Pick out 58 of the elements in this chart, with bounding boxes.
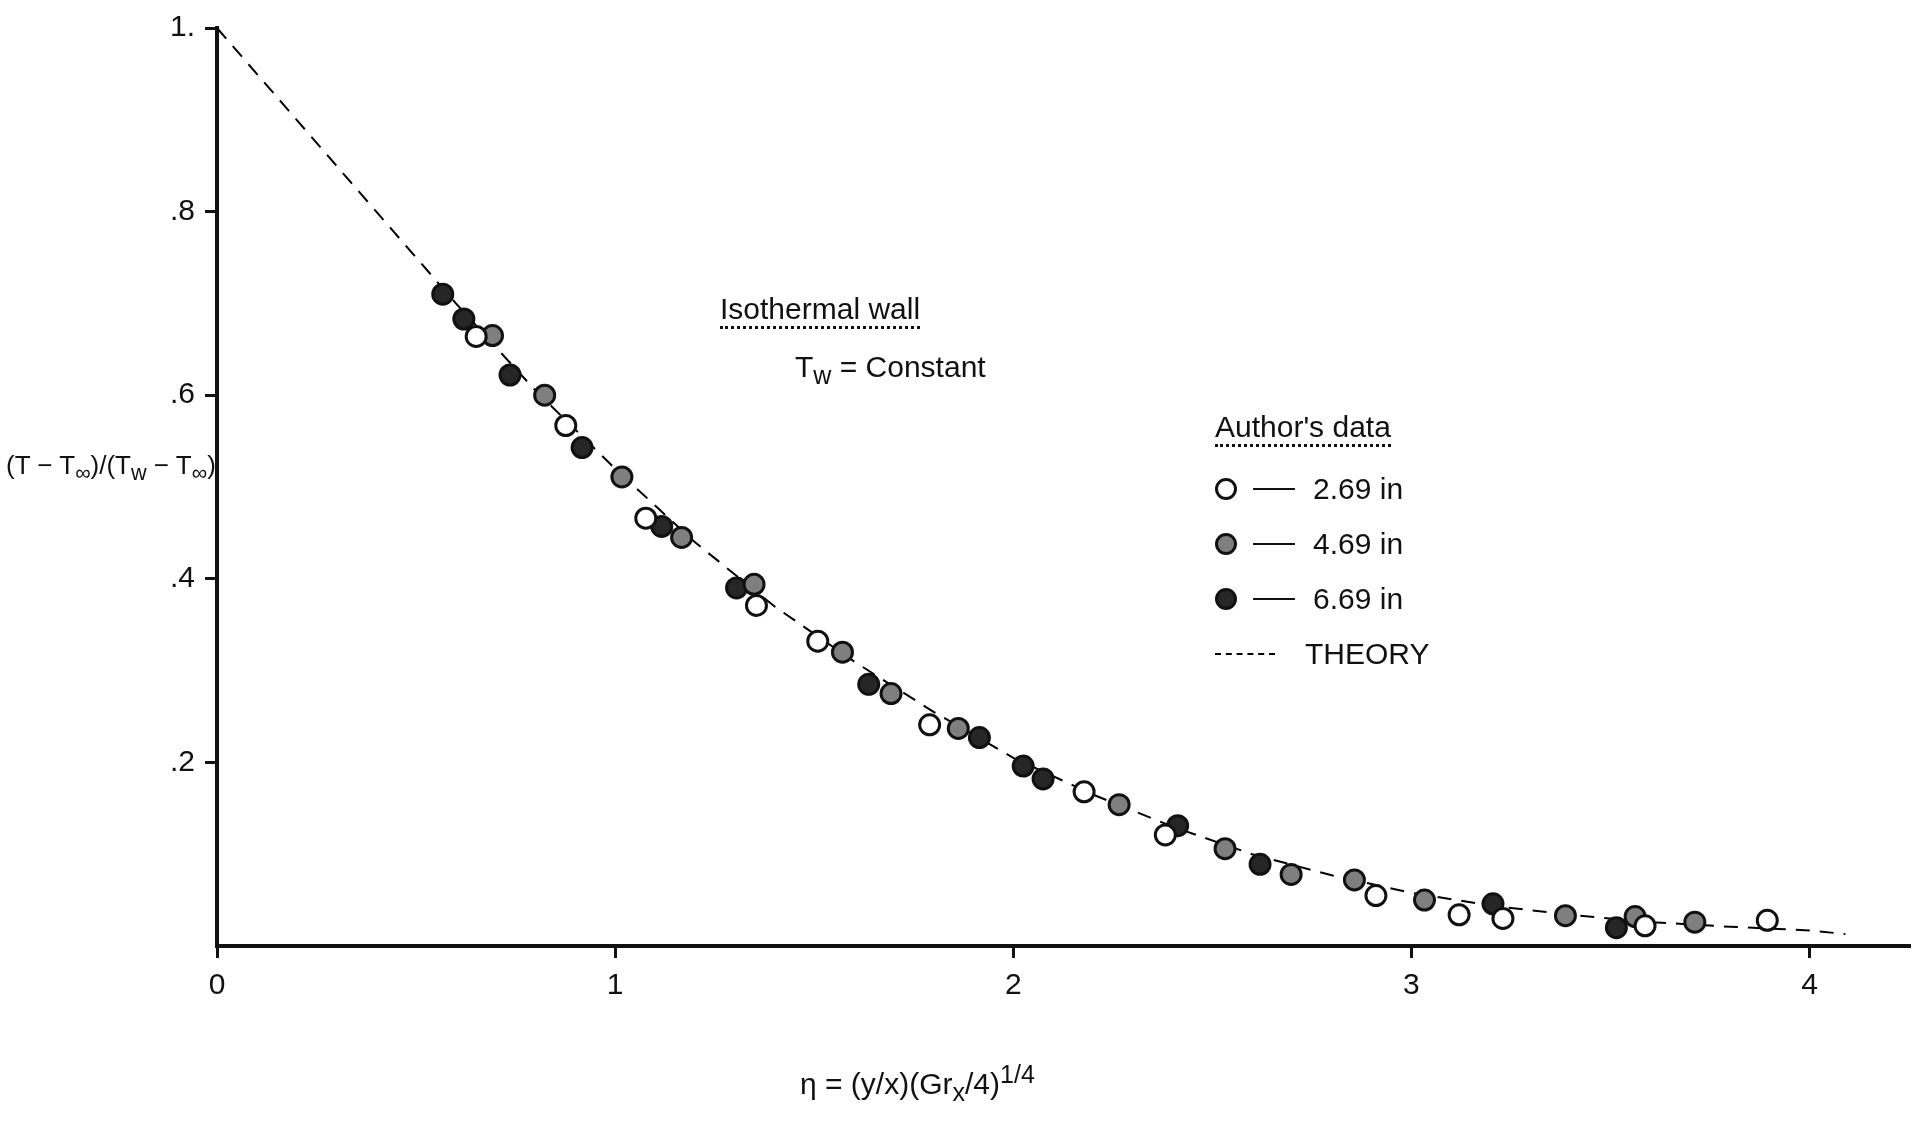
point <box>1153 823 1177 847</box>
point <box>1553 904 1577 928</box>
line-series <box>216 27 1847 936</box>
legend-label: 4.69 in <box>1313 526 1404 561</box>
x-axis-title: η = (y/x)(Gr$_{x}$/4)$^{1/4}$ <box>800 1060 1035 1107</box>
point <box>830 640 854 664</box>
point <box>1447 903 1471 927</box>
point <box>1107 793 1131 817</box>
point <box>742 572 766 596</box>
annotation: T$_{w}$ = Constant <box>795 350 986 390</box>
point <box>610 465 634 489</box>
y-tick-label: .6 <box>169 376 196 410</box>
point <box>554 413 578 437</box>
point <box>1031 767 1055 791</box>
legend-label: 2.69 in <box>1313 471 1404 506</box>
point <box>634 506 658 530</box>
legend-label: 6.69 in <box>1313 581 1404 616</box>
point <box>1491 906 1515 930</box>
y-tick-label: .2 <box>169 743 196 777</box>
x-tick-label: 4 <box>1801 967 1818 1001</box>
x-tick-label: 1 <box>606 967 624 1001</box>
x-tick-label: 3 <box>1403 967 1420 1001</box>
point <box>650 514 674 538</box>
annotation: Isothermal wall <box>720 292 921 329</box>
point <box>744 593 768 617</box>
point <box>967 726 991 750</box>
point <box>452 307 476 331</box>
y-tick-label: .4 <box>169 560 196 594</box>
point <box>1755 908 1779 932</box>
point <box>1072 780 1096 804</box>
point <box>1364 884 1388 908</box>
point <box>1279 862 1303 886</box>
point <box>1213 837 1237 861</box>
point <box>1633 914 1657 938</box>
point <box>431 282 455 306</box>
y-tick-label: .8 <box>169 192 196 226</box>
point <box>670 525 694 549</box>
y-axis-title: (T − T$_{∞}$)/(T$_{w}$ − T$_{∞}$) <box>6 450 216 487</box>
point <box>464 324 488 348</box>
legend-title: Author's data <box>1215 410 1391 447</box>
point <box>918 713 942 737</box>
point <box>1604 916 1628 940</box>
point <box>533 383 557 407</box>
point <box>1011 754 1035 778</box>
point <box>806 629 830 653</box>
y-tick-label: 1. <box>169 9 196 43</box>
point <box>1413 888 1436 912</box>
x-tick-label: 2 <box>1004 967 1022 1001</box>
point <box>857 672 881 696</box>
point <box>570 436 594 460</box>
point <box>879 682 903 706</box>
point <box>1248 852 1272 876</box>
legend-label: THEORY <box>1305 636 1430 671</box>
point <box>1342 868 1366 892</box>
point <box>1683 910 1707 934</box>
point <box>946 716 970 740</box>
point <box>498 363 522 387</box>
x-tick-label: 0 <box>208 967 226 1001</box>
